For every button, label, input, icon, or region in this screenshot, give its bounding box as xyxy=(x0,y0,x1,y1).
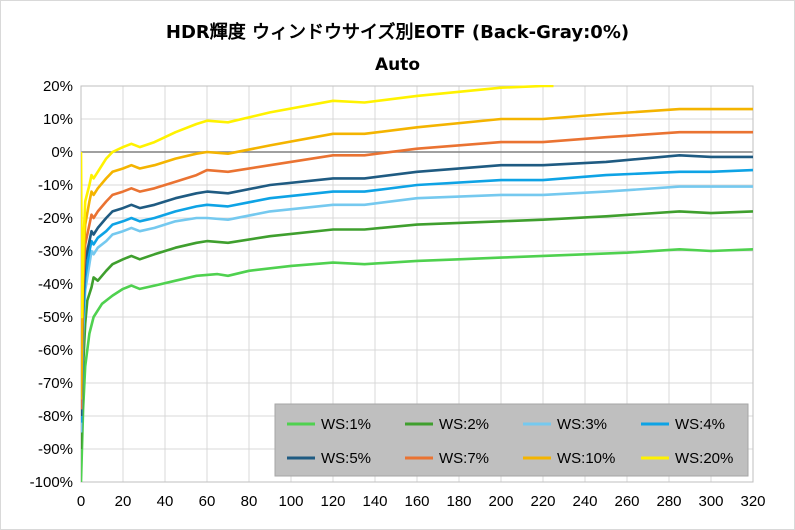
series-line-ws3 xyxy=(81,185,753,433)
y-tick-label: -60% xyxy=(38,342,73,359)
x-tick-label: 100 xyxy=(278,493,303,510)
series-line-ws2 xyxy=(81,210,753,450)
legend-label: WS:4% xyxy=(675,416,725,433)
y-tick-label: 10% xyxy=(43,111,73,128)
legend-box xyxy=(274,403,749,477)
series-lines xyxy=(81,85,753,483)
y-tick-label: 0% xyxy=(51,144,73,161)
x-tick-label: 180 xyxy=(446,493,471,510)
y-tick-label: -90% xyxy=(38,441,73,458)
series-line-ws4 xyxy=(81,168,753,423)
legend-label: WS:7% xyxy=(439,450,489,467)
y-tick-label: -40% xyxy=(38,276,73,293)
series-line-ws10 xyxy=(81,107,753,400)
x-tick-label: 260 xyxy=(614,493,639,510)
x-tick-label: 40 xyxy=(157,493,174,510)
x-tick-label: 220 xyxy=(530,493,555,510)
x-tick-label: 320 xyxy=(740,493,765,510)
legend-label: WS:2% xyxy=(439,416,489,433)
legend-label: WS:10% xyxy=(557,450,615,467)
legend-label: WS:3% xyxy=(557,416,607,433)
x-tick-label: 80 xyxy=(241,493,258,510)
x-axis-ticks: 0 20 40 60 80 100 120 140 160 180 200 220 240 260 280 3… xyxy=(77,493,766,510)
y-tick-label: -80% xyxy=(38,408,73,425)
y-tick-label: -100% xyxy=(30,474,73,491)
legend-label: WS:1% xyxy=(321,416,371,433)
legend-label: WS:20% xyxy=(675,450,733,467)
y-tick-label: -70% xyxy=(38,375,73,392)
y-tick-label: -50% xyxy=(38,309,73,326)
x-tick-label: 280 xyxy=(656,493,681,510)
x-tick-label: 60 xyxy=(199,493,216,510)
series-line-ws7 xyxy=(81,130,753,410)
chart-subtitle: Auto xyxy=(374,55,421,75)
x-tick-label: 20 xyxy=(115,493,132,510)
x-tick-label: 300 xyxy=(698,493,723,510)
x-tick-label: 140 xyxy=(362,493,387,510)
y-tick-label: -20% xyxy=(38,210,73,227)
x-tick-label: 240 xyxy=(572,493,597,510)
series-line-ws5 xyxy=(81,154,753,417)
x-tick-label: 200 xyxy=(488,493,513,510)
chart-title: HDR輝度 ウィンドウサイズ別EOTF (Back-Gray:0%) xyxy=(165,22,630,43)
y-tick-label: -30% xyxy=(38,243,73,260)
y-axis-ticks: 20% 10% 0% -10% -20% -30% -40% -50% -60% -70% -80%… xyxy=(30,78,73,491)
x-tick-label: 120 xyxy=(320,493,345,510)
x-tick-label: 160 xyxy=(404,493,429,510)
y-tick-label: 20% xyxy=(43,78,73,95)
legend-label: WS:5% xyxy=(321,450,371,467)
series-line-ws1 xyxy=(81,248,753,483)
x-tick-label: 0 xyxy=(77,493,85,510)
legend: WS:1% WS:2% WS:3% WS:4% WS:5% WS:7% WS:10% WS:2… xyxy=(274,403,749,477)
y-tick-label: -10% xyxy=(38,177,73,194)
series-line-ws20 xyxy=(81,85,554,319)
